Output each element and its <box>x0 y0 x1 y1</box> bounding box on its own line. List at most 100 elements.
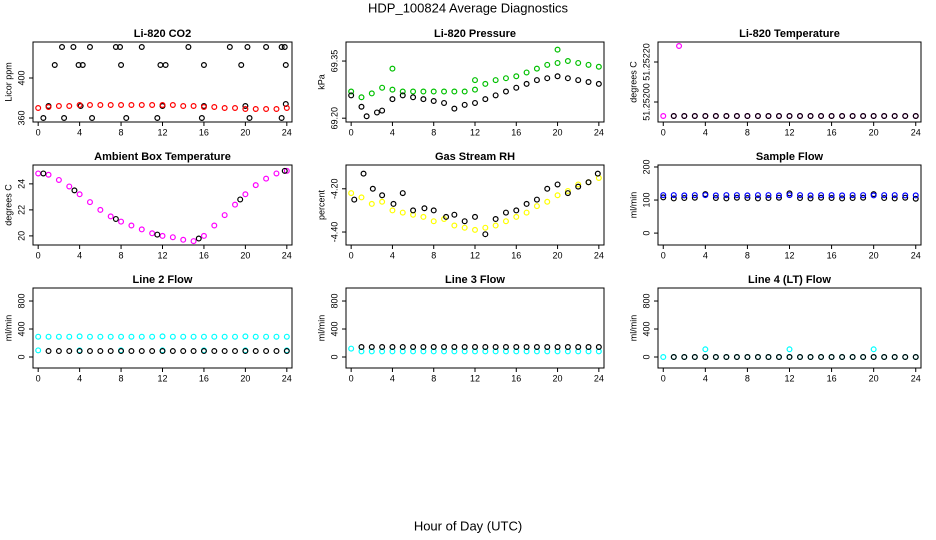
x-tick-label: 20 <box>240 250 250 260</box>
data-point <box>712 112 719 119</box>
y-tick-label: 0 <box>641 355 651 360</box>
data-point <box>221 212 228 219</box>
data-point <box>368 200 375 207</box>
data-point <box>55 102 62 109</box>
x-tick-label: 16 <box>199 127 209 137</box>
data-point <box>45 171 52 178</box>
data-point <box>283 104 290 111</box>
data-point <box>379 107 386 114</box>
data-point <box>159 333 166 340</box>
data-point <box>502 218 509 225</box>
data-point <box>818 354 825 361</box>
data-point <box>797 354 804 361</box>
data-point <box>244 43 251 50</box>
data-point <box>744 112 751 119</box>
data-point <box>379 198 386 205</box>
x-tick-label: 12 <box>157 373 167 383</box>
data-point <box>281 43 288 50</box>
data-point <box>237 196 244 203</box>
data-point <box>263 43 270 50</box>
data-point <box>564 75 571 82</box>
data-point <box>273 105 280 112</box>
data-point <box>358 194 365 201</box>
data-point <box>278 43 285 50</box>
data-point <box>441 344 448 351</box>
data-point <box>169 234 176 241</box>
data-point <box>118 101 125 108</box>
x-tick-label: 8 <box>431 250 436 260</box>
data-point <box>870 354 877 361</box>
figure-title: HDP_100824 Average Diagnostics <box>368 0 568 15</box>
data-point <box>554 181 561 188</box>
data-point <box>226 43 233 50</box>
data-point <box>807 112 814 119</box>
x-tick-label: 16 <box>827 250 837 260</box>
data-point <box>138 101 145 108</box>
plot-frame <box>345 164 605 246</box>
data-point <box>891 192 898 199</box>
data-point <box>358 94 365 101</box>
y-tick-label: 400 <box>641 321 651 336</box>
data-point <box>585 61 592 68</box>
data-point <box>564 58 571 65</box>
y-tick-label: 400 <box>16 321 26 336</box>
y-tick-label: 0 <box>16 355 26 360</box>
data-point <box>430 88 437 95</box>
plot-frame <box>657 41 922 123</box>
data-point <box>765 192 772 199</box>
data-point <box>368 344 375 351</box>
data-point <box>828 195 835 202</box>
data-point <box>97 348 104 355</box>
x-tick-label: 8 <box>119 373 124 383</box>
data-point <box>807 192 814 199</box>
data-point <box>786 192 793 199</box>
data-point <box>870 112 877 119</box>
data-point <box>461 218 468 225</box>
data-point <box>66 333 73 340</box>
data-point <box>533 77 540 84</box>
data-point <box>35 347 42 354</box>
data-point <box>492 216 499 223</box>
data-point <box>420 88 427 95</box>
data-point <box>523 209 530 216</box>
data-point <box>712 195 719 202</box>
data-point <box>190 348 197 355</box>
x-tick-label: 20 <box>869 250 879 260</box>
data-point <box>472 77 479 84</box>
data-point <box>399 344 406 351</box>
data-point <box>860 112 867 119</box>
data-point <box>351 196 358 203</box>
data-point <box>554 59 561 66</box>
data-point <box>149 230 156 237</box>
x-tick-label: 4 <box>390 250 395 260</box>
data-point <box>40 170 47 177</box>
data-point <box>118 61 125 68</box>
data-point <box>180 102 187 109</box>
data-point <box>860 192 867 199</box>
data-point <box>681 354 688 361</box>
data-point <box>263 348 270 355</box>
data-point <box>410 88 417 95</box>
data-point <box>461 344 468 351</box>
data-point <box>585 179 592 186</box>
y-tick-label: 200 <box>641 159 651 174</box>
data-point <box>849 195 856 202</box>
data-point <box>59 43 66 50</box>
data-point <box>97 206 104 213</box>
data-point <box>513 84 520 91</box>
panel-title: Gas Stream RH <box>435 151 515 163</box>
data-point <box>169 333 176 340</box>
panel-title: Li-820 Pressure <box>434 28 516 40</box>
x-tick-label: 12 <box>157 250 167 260</box>
panel-title: Line 2 Flow <box>133 274 193 286</box>
data-point <box>513 207 520 214</box>
data-point <box>138 348 145 355</box>
data-point <box>502 88 509 95</box>
data-point <box>379 192 386 199</box>
data-point <box>45 333 52 340</box>
x-tick-label: 0 <box>661 127 666 137</box>
data-point <box>575 181 582 188</box>
data-point <box>348 190 355 197</box>
x-tick-label: 4 <box>77 373 82 383</box>
data-point <box>492 92 499 99</box>
